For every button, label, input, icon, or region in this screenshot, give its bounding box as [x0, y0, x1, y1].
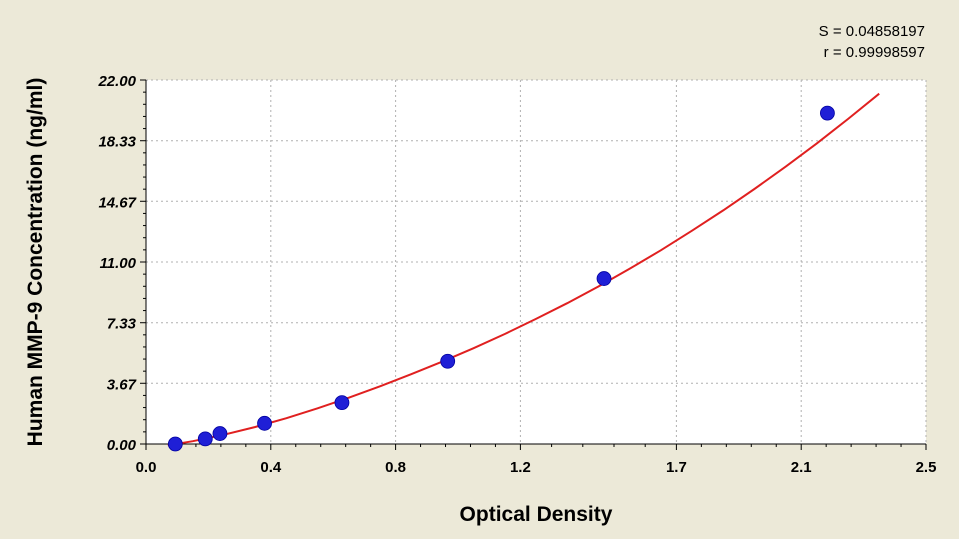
- x-tick-label: 1.7: [666, 459, 687, 476]
- data-point: [596, 271, 612, 286]
- data-points-layer: [167, 105, 835, 452]
- y-tick-label: 14.67: [98, 194, 136, 211]
- y-tick-label: 3.67: [107, 376, 137, 393]
- x-tick-label: 0.0: [136, 459, 157, 476]
- y-tick-labels: 0.00 3.67 7.33 11.00 14.67 18.33 22.00: [97, 73, 136, 454]
- data-point: [212, 426, 228, 441]
- s-statistic: S = 0.04858197: [819, 23, 925, 40]
- y-tick-label: 22.00: [97, 73, 136, 90]
- r-statistic: r = 0.99998597: [824, 44, 925, 61]
- data-point: [197, 431, 213, 447]
- data-point: [257, 415, 272, 431]
- y-tick-label: 11.00: [100, 255, 137, 272]
- y-tick-label: 0.00: [107, 437, 137, 454]
- x-tick-label: 1.2: [510, 459, 531, 476]
- x-axis-title: Optical Density: [460, 503, 613, 526]
- x-tick-label: 2.1: [791, 459, 812, 476]
- x-tick-label: 2.5: [916, 459, 937, 476]
- y-axis-title: Human MMP-9 Concentration (ng/ml): [24, 78, 47, 447]
- x-tick-label: 0.4: [260, 459, 282, 476]
- fit-curve: [167, 92, 880, 447]
- x-tick-label: 0.8: [385, 459, 406, 476]
- data-point: [820, 105, 835, 121]
- data-point: [440, 353, 456, 369]
- fit-curve-layer: [167, 92, 880, 447]
- data-point: [334, 395, 350, 411]
- y-tick-label: 18.33: [98, 134, 136, 151]
- axes: [140, 79, 927, 450]
- data-point: [167, 436, 183, 452]
- y-tick-label: 7.33: [107, 316, 137, 333]
- grid-lines: [146, 79, 927, 444]
- x-tick-labels: 0.0 0.4 0.8 1.2 1.7 2.1 2.5: [136, 459, 937, 476]
